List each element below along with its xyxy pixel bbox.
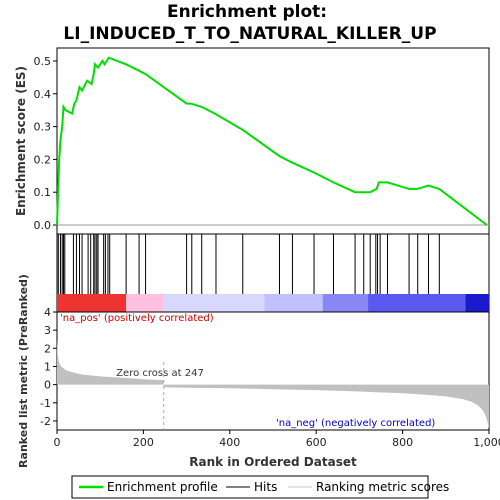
chart-title-line-1: Enrichment plot: <box>167 2 327 22</box>
es-y-tick-label-0: 0.0 <box>34 219 52 232</box>
es-y-tick-label-4: 0.4 <box>34 88 52 101</box>
legend-hits-label: Hits <box>254 480 277 494</box>
chart-title: Enrichment plot: LI_INDUCED_T_TO_NATURAL… <box>63 2 436 44</box>
x-tick-label-1: 200 <box>133 436 154 449</box>
es-y-tick-label-2: 0.2 <box>34 153 52 166</box>
metric-y-axis-label: Ranked list metric (PreRanked) <box>17 274 30 468</box>
es-panel-frame <box>56 47 490 235</box>
metric-y-tick-label-2: 0 <box>44 379 51 392</box>
metric-y-tick-label-4: 2 <box>44 342 51 355</box>
metric-y-tick-label-6: 4 <box>44 306 51 319</box>
heatmap-segment-0 <box>57 294 127 312</box>
es-profile-line <box>56 56 488 226</box>
heatmap-segment-6 <box>465 294 489 312</box>
x-tick-label-4: 800 <box>392 436 413 449</box>
legend: Enrichment profile Hits Ranking metric s… <box>71 475 449 499</box>
legend-metric-label: Ranking metric scores <box>316 480 449 494</box>
zero-cross-label: Zero cross at 247 <box>116 368 204 379</box>
x-axis-label: Rank in Ordered Dataset <box>189 455 357 469</box>
ranking-metric-area <box>57 339 489 429</box>
x-tick-label-0: 0 <box>54 436 61 449</box>
x-tick-label-3: 600 <box>306 436 327 449</box>
metric-panel: -2 -1 0 1 2 3 4 'na_pos' (positively correlate… <box>17 274 490 468</box>
metric-y-tick-label-1: -1 <box>40 397 51 410</box>
es-panel: 0.0 0.1 0.2 0.3 0.4 0.5 Enrichment score (ES) <box>14 47 490 235</box>
es-y-tick-label-3: 0.3 <box>34 121 52 134</box>
rank-heatmap-bar <box>57 294 489 312</box>
heatmap-segment-3 <box>264 294 323 312</box>
es-y-ticks: 0.0 0.1 0.2 0.3 0.4 0.5 <box>34 55 57 232</box>
heatmap-segment-1 <box>126 294 164 312</box>
neg-correlated-label: 'na_neg' (negatively correlated) <box>276 418 435 429</box>
x-tick-label-2: 400 <box>219 436 240 449</box>
chart-title-line-2: LI_INDUCED_T_TO_NATURAL_KILLER_UP <box>63 24 436 44</box>
hit-marks <box>57 234 440 294</box>
x-ticks: 0 200 400 600 800 1,000 <box>54 430 500 449</box>
heatmap-segment-2 <box>163 294 265 312</box>
metric-y-tick-label-0: -2 <box>40 415 51 428</box>
es-y-tick-label-5: 0.5 <box>34 55 52 68</box>
metric-panel-frame <box>56 311 490 431</box>
legend-es-label: Enrichment profile <box>107 480 218 494</box>
heatmap-segment-5 <box>368 294 466 312</box>
heatmap-segment-4 <box>322 294 369 312</box>
metric-y-tick-label-3: 1 <box>44 360 51 373</box>
es-y-axis-label: Enrichment score (ES) <box>14 66 28 216</box>
es-y-tick-label-1: 0.1 <box>34 186 52 199</box>
hits-panel <box>56 233 490 313</box>
x-tick-label-5: 1,000 <box>473 436 500 449</box>
metric-y-tick-label-5: 3 <box>44 324 51 337</box>
metric-y-ticks: -2 -1 0 1 2 3 4 <box>40 306 57 428</box>
pos-correlated-label: 'na_pos' (positively correlated) <box>60 313 214 324</box>
